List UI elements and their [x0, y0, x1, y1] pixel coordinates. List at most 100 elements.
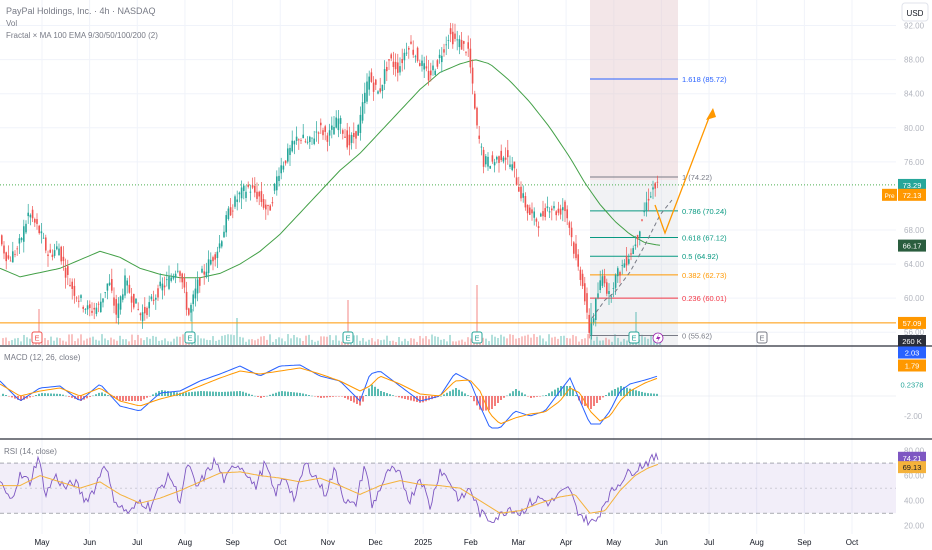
candle-body — [190, 304, 192, 313]
time-axis[interactable]: May Jun Jul Aug Sep Oct Nov Dec 2025 Feb Mar Apr May… — [34, 538, 859, 547]
volume-bar — [62, 340, 64, 345]
candle-body — [313, 138, 315, 144]
macd-histogram-bar — [5, 395, 7, 396]
candle-body — [454, 33, 456, 39]
volume-label[interactable]: Vol — [6, 19, 17, 28]
price-axis[interactable]: 92.00 88.00 84.00 80.00 76.00 68.00 64.00 60.00… — [904, 22, 925, 338]
candle-body — [102, 298, 104, 303]
macd-histogram-bar — [377, 388, 379, 396]
candle-body — [408, 47, 410, 50]
candle-body — [452, 31, 454, 45]
candle — [513, 161, 516, 178]
candle-body — [577, 254, 579, 267]
volume-bar — [470, 338, 472, 345]
candle — [445, 36, 447, 56]
macd-histogram-bar — [551, 391, 553, 396]
candle — [573, 241, 575, 259]
volume-bar — [77, 338, 79, 345]
candle-body — [95, 307, 98, 314]
candle — [190, 302, 192, 322]
volume-bar — [128, 341, 130, 345]
candle — [34, 217, 36, 227]
candle — [394, 53, 397, 77]
fib-level-label: 1.618 (85.72) — [682, 75, 727, 84]
time-tick: Sep — [225, 538, 240, 547]
macd-histogram-bar — [125, 396, 127, 401]
candle-body — [159, 281, 161, 287]
candle — [174, 270, 177, 284]
price-tag-ma: 66.17 — [898, 239, 926, 252]
candle — [590, 317, 593, 340]
volume-bar — [230, 334, 232, 345]
volume-bar — [221, 335, 223, 345]
macd-histogram-bar — [386, 393, 388, 396]
volume-bar — [260, 336, 262, 345]
macd-histogram-bar — [635, 390, 637, 396]
macd-value-tag: 2.03 — [898, 346, 926, 359]
candle-body — [130, 296, 133, 303]
macd-histogram-bar — [392, 395, 394, 396]
macd-histogram-bar — [53, 393, 55, 396]
volume-bar — [524, 335, 526, 345]
candle — [441, 47, 443, 73]
candle-body — [346, 130, 348, 148]
volume-bar — [614, 334, 616, 345]
volume-bar — [89, 337, 91, 345]
macd-histogram-bar — [194, 391, 196, 396]
candle — [36, 213, 38, 230]
macd-histogram-bar — [107, 395, 109, 396]
volume-bar — [584, 338, 586, 345]
candle-body — [557, 208, 560, 213]
candle — [386, 61, 388, 82]
candle — [179, 270, 181, 283]
candle — [467, 35, 469, 57]
volume-bar — [353, 335, 355, 345]
rsi-pane: RSI (14, close) 80.00 60.00 40.00 20.00 74.21… — [0, 447, 926, 531]
volume-bar — [419, 335, 421, 345]
candle — [643, 202, 645, 217]
candle — [368, 70, 370, 96]
price-tick: 60.00 — [904, 294, 925, 303]
volume-bar — [341, 341, 343, 345]
fib-level-label: 1 (74.22) — [682, 173, 713, 182]
candle — [82, 305, 84, 313]
candle-body — [205, 271, 208, 278]
candle — [531, 202, 533, 221]
candle — [122, 288, 124, 303]
candle-body — [75, 297, 78, 299]
candle — [313, 130, 315, 146]
candle-body — [397, 62, 399, 73]
volume-bar — [485, 338, 487, 345]
candle-body — [23, 226, 25, 242]
candle-body — [280, 165, 282, 174]
volume-bar — [23, 334, 25, 345]
indicators-label[interactable]: Fractal × MA 100 EMA 9/30/50/100/200 (2) — [6, 31, 158, 40]
rsi-value-bg — [898, 461, 926, 474]
candle — [478, 125, 480, 144]
candle — [273, 182, 276, 195]
candle-body — [302, 134, 304, 139]
symbol-title[interactable]: PayPal Holdings, Inc. · 4h · NASDAQ — [6, 6, 156, 16]
volume-bar — [425, 336, 427, 345]
candle-body — [485, 156, 487, 165]
candle — [7, 245, 10, 260]
macd-histogram-bar — [368, 388, 370, 396]
candle-body — [174, 273, 177, 278]
candle-body — [25, 223, 27, 233]
candle — [47, 250, 49, 267]
macd-histogram-bar — [29, 396, 31, 398]
currency-button[interactable]: USD — [901, 2, 929, 22]
candle — [203, 264, 205, 285]
volume-bar — [227, 334, 229, 345]
candle — [436, 59, 439, 70]
macd-histogram-bar — [95, 394, 97, 396]
candle — [447, 34, 450, 50]
fibonacci-retracement[interactable]: 1.618 (85.72) 1 (74.22) 0.786 (70.24) 0.618… — [590, 75, 727, 340]
candle — [353, 122, 355, 144]
candle-body — [445, 44, 447, 46]
macd-histogram-bar — [374, 386, 376, 396]
macd-histogram-bar — [131, 396, 133, 401]
candle — [498, 155, 500, 173]
projection-arrow[interactable] — [591, 108, 716, 319]
